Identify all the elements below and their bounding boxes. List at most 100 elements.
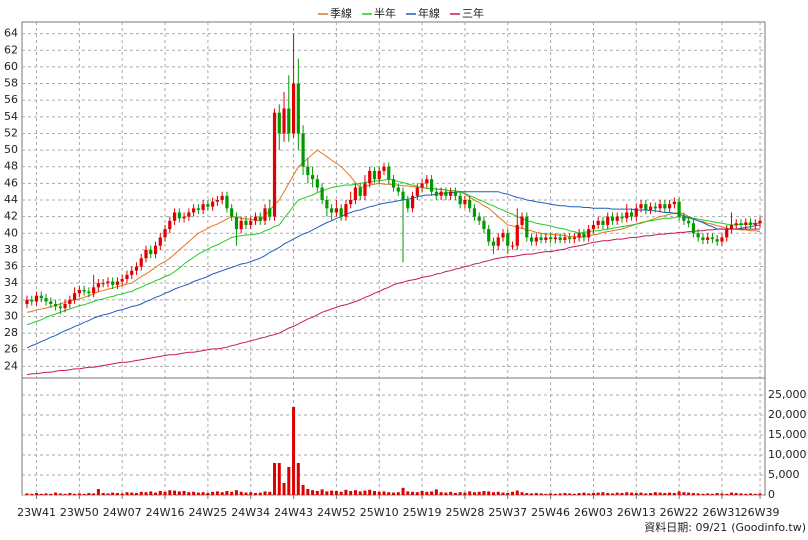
volume-bar	[677, 491, 681, 495]
candle-body	[291, 83, 296, 134]
volume-bar	[372, 491, 376, 495]
volume-bar	[253, 493, 257, 495]
volume-bar	[325, 491, 329, 495]
volume-bar	[125, 492, 129, 495]
x-tick-label: 25W19	[403, 506, 442, 519]
candle-body	[672, 201, 676, 205]
candle-body	[606, 216, 610, 225]
candle-body	[510, 245, 515, 247]
volume-bar	[115, 493, 119, 495]
candle-body	[196, 208, 200, 210]
candle-body	[77, 289, 81, 294]
volume-bar	[330, 490, 334, 495]
volume-bar	[534, 493, 538, 495]
candle-body	[225, 195, 229, 209]
volume-bar	[758, 493, 762, 495]
candle-body	[187, 212, 191, 217]
candle-body	[58, 306, 62, 309]
candle-body	[25, 299, 29, 304]
volume-bar	[387, 492, 391, 495]
candle-body	[653, 206, 657, 209]
candle-body	[34, 295, 39, 302]
volume-bar	[563, 493, 567, 495]
y-tick-label: 58	[4, 77, 18, 90]
volume-bar	[196, 492, 200, 495]
y-tick-label: 30	[4, 309, 18, 322]
y-tick-label: 64	[4, 27, 18, 40]
volume-bar	[725, 493, 729, 495]
candle-body	[610, 216, 615, 221]
y-tick-label: 48	[4, 160, 18, 173]
volume-bar	[753, 493, 757, 495]
candle-body	[130, 270, 134, 275]
volume-bar	[734, 493, 738, 495]
volume-bar	[696, 493, 700, 495]
candle-body	[163, 229, 167, 238]
x-tick-label: 24W25	[188, 506, 227, 519]
candle-body	[687, 220, 691, 224]
candle-body	[153, 245, 158, 255]
volume-bar	[453, 493, 457, 495]
x-tick-label: 26W22	[660, 506, 699, 519]
candle-body	[268, 208, 272, 217]
candle-body	[753, 223, 757, 225]
candle-body	[739, 223, 743, 225]
candle-body	[729, 224, 734, 230]
volume-bar	[25, 493, 29, 495]
volume-bar	[163, 491, 167, 495]
candle-body	[434, 191, 438, 196]
volume-bar	[520, 492, 524, 495]
volume-bar	[630, 492, 634, 495]
volume-bar	[482, 491, 486, 495]
volume-bar	[215, 491, 219, 495]
candle-body	[629, 212, 634, 217]
volume-bar	[668, 492, 672, 495]
candle-body	[139, 258, 143, 267]
candle-body	[68, 299, 72, 304]
candle-body	[758, 220, 762, 224]
volume-bar	[249, 492, 253, 495]
candle-body	[144, 249, 148, 259]
candle-body	[430, 179, 434, 192]
volume-bar	[382, 491, 386, 495]
candle-body	[682, 216, 686, 221]
volume-bar	[468, 491, 472, 495]
y-tick-label: 34	[4, 276, 18, 289]
candle-body	[463, 200, 467, 205]
volume-bar	[525, 493, 529, 495]
volume-bar	[73, 493, 77, 495]
y-tick-label: 50	[4, 143, 18, 156]
candle-body	[149, 249, 153, 255]
x-tick-label: 25W10	[360, 506, 399, 519]
candle-body	[282, 108, 286, 134]
volume-bar	[82, 493, 86, 495]
x-tick-label: 26W03	[574, 506, 613, 519]
candle-body	[253, 216, 258, 221]
volume-bar	[154, 492, 158, 495]
volume-bar	[63, 493, 67, 495]
volume-bar	[296, 463, 300, 495]
y2-tick-label: 20,000	[768, 408, 807, 421]
volume-bar	[606, 493, 610, 495]
x-tick-label: 24W52	[317, 506, 356, 519]
candle-body	[353, 187, 358, 200]
volume-bar	[58, 493, 62, 495]
volume-bar	[558, 493, 562, 495]
candle-body	[406, 200, 410, 209]
volume-bar	[273, 463, 277, 495]
x-tick-label: 25W28	[445, 506, 484, 519]
x-tick-label: 26W31	[703, 506, 742, 519]
volume-bar	[706, 493, 710, 495]
candle-body	[696, 233, 700, 238]
candle-body	[44, 298, 48, 302]
volume-bar	[358, 491, 362, 495]
volume-bar	[368, 489, 372, 495]
volume-bar	[729, 492, 733, 495]
volume-bar	[544, 493, 548, 495]
volume-bar	[315, 491, 319, 495]
volume-bar	[601, 492, 605, 495]
candle-body	[325, 200, 329, 209]
candle-body	[87, 291, 91, 294]
x-tick-label: 26W39	[741, 506, 780, 519]
